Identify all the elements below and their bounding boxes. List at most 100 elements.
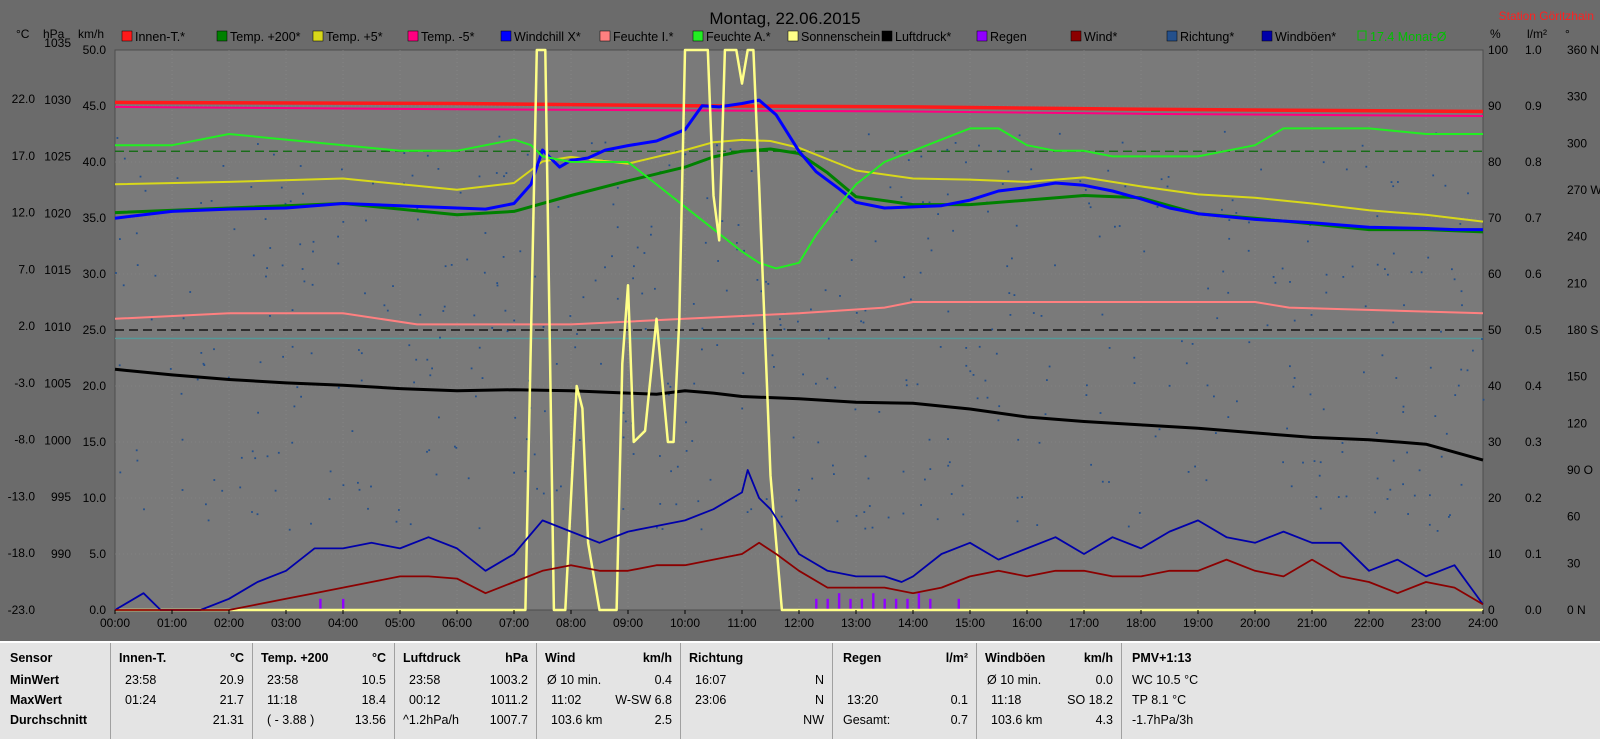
direction-tick-label: 60 [1567, 510, 1581, 524]
series-line [114, 138, 1484, 223]
series-line [115, 127, 1483, 270]
direction-dot [280, 186, 283, 189]
direction-dot [706, 197, 709, 200]
direction-dot [478, 527, 481, 530]
rain-tick-label: 0.6 [1525, 267, 1542, 281]
temp200-unit: °C [371, 651, 386, 665]
direction-dot [358, 349, 360, 351]
direction-dot [900, 196, 903, 198]
direction-dot [998, 405, 1001, 408]
legend-label: Richtung* [1180, 30, 1234, 44]
direction-dot [1319, 507, 1322, 510]
direction-dot [409, 523, 412, 526]
direction-dot [259, 361, 262, 364]
direction-dot [1185, 362, 1188, 365]
kmh-tick-label: 20.0 [83, 379, 107, 393]
series-line [114, 301, 1484, 326]
direction-dot [1221, 208, 1223, 211]
direction-dot [1133, 356, 1136, 359]
direction-dot [832, 464, 834, 467]
direction-dot [1434, 415, 1437, 417]
legend-label: Temp. +200* [230, 30, 301, 44]
direction-dot [641, 292, 644, 295]
time-tick-label: 05:00 [385, 616, 415, 630]
direction-dot [1114, 225, 1116, 228]
direction-dot [902, 512, 905, 515]
direction-dot [1085, 394, 1088, 396]
direction-dot [1407, 513, 1409, 515]
direction-dot [1482, 398, 1485, 401]
legend-swatch [1357, 30, 1367, 41]
direction-dot [978, 345, 981, 348]
direction-dot [442, 310, 445, 312]
direction-dot [1036, 524, 1039, 526]
direction-dot [519, 250, 522, 253]
direction-dot [721, 220, 724, 222]
wind-title: Wind [545, 651, 576, 665]
richtung-r1-val: N [814, 673, 824, 687]
rain-bar [826, 598, 829, 610]
direction-dot [1191, 343, 1194, 345]
direction-dot [143, 508, 145, 511]
direction-dot [752, 322, 755, 325]
direction-dot [1154, 435, 1157, 438]
legend-swatch [599, 30, 611, 42]
direction-dot [701, 348, 703, 351]
direction-dot [437, 168, 440, 170]
direction-dot [1376, 263, 1379, 266]
direction-dot [701, 327, 704, 330]
temp-tick-label: -23.0 [8, 603, 36, 617]
direction-dot [269, 247, 272, 249]
direction-dot [1207, 287, 1209, 290]
pmv-r3: -1.7hPa/3h [1132, 713, 1194, 727]
direction-dot [1108, 481, 1110, 483]
direction-dot [310, 522, 312, 525]
direction-dot [408, 344, 411, 347]
innen-max-time: 01:24 [125, 693, 157, 707]
direction-dot [1007, 170, 1010, 173]
direction-dot [936, 518, 939, 521]
direction-dot [1390, 181, 1393, 183]
regen-r2-time: 13:20 [847, 693, 879, 707]
windboeen-unit: km/h [1083, 651, 1113, 665]
sensor-header: Sensor [10, 651, 53, 665]
direction-dot [312, 240, 315, 243]
direction-dot [1454, 394, 1457, 396]
legend-label: 17.4 Monat-Ø [1370, 30, 1447, 44]
pct-tick-label: 50 [1488, 323, 1502, 337]
direction-tick-label: 30 [1567, 556, 1581, 570]
direction-dot [1118, 225, 1121, 227]
innen-max-val: 21.7 [219, 693, 244, 707]
direction-tick-label: 150 [1567, 370, 1587, 384]
direction-dot [1392, 252, 1395, 255]
direction-dot [1108, 347, 1111, 349]
direction-dot [1290, 485, 1293, 488]
direction-dot [779, 318, 781, 321]
hpa-tick-label: 1035 [44, 36, 71, 50]
series-line [115, 541, 1484, 611]
rain-tick-label: 0.5 [1525, 323, 1542, 337]
legend-swatch [1166, 30, 1178, 42]
innen-unit: °C [229, 651, 244, 665]
direction-dot [1444, 184, 1447, 187]
direction-dot [135, 449, 138, 452]
direction-dot [459, 191, 462, 194]
direction-dot [311, 283, 314, 286]
direction-dot [920, 155, 923, 158]
rain-tick-label: 0.4 [1525, 379, 1542, 393]
rain-bar [883, 598, 886, 610]
direction-dot [1046, 379, 1048, 381]
direction-dot [1402, 483, 1404, 486]
direction-dot [1413, 494, 1416, 497]
windboeen-title: Windböen [985, 651, 1046, 665]
direction-dot [1286, 427, 1288, 430]
direction-tick-label: 360 N [1567, 43, 1599, 57]
direction-dot [659, 455, 661, 457]
direction-dot [1307, 240, 1309, 243]
direction-dot [795, 499, 798, 502]
direction-dot [1386, 498, 1389, 500]
time-tick-label: 04:00 [328, 616, 358, 630]
luftdruck-min-time: 23:58 [409, 673, 441, 687]
regen-r3-time: Gesamt: [843, 713, 891, 727]
direction-dot [871, 526, 874, 529]
